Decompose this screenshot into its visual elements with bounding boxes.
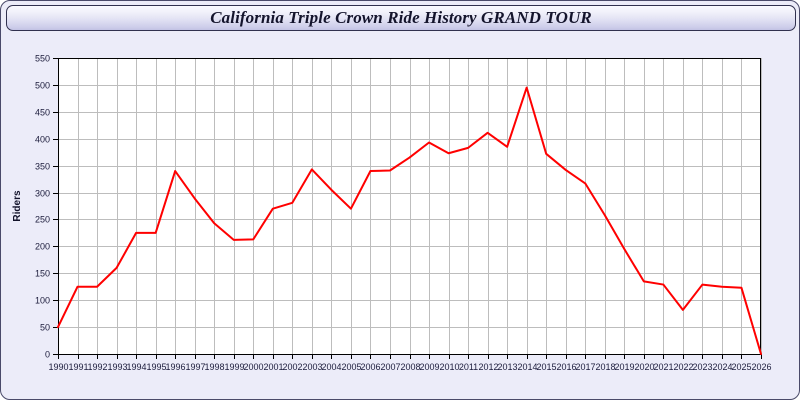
- x-tick-label: 1993: [107, 362, 127, 372]
- x-tick-label: 2023: [692, 362, 712, 372]
- y-tick-label: 500: [35, 81, 50, 91]
- x-tick-label: 1992: [87, 362, 107, 372]
- x-tick-label: 2018: [595, 362, 615, 372]
- series-line-riders: [57, 86, 762, 355]
- x-tick-label: 2001: [263, 362, 283, 372]
- x-tick-label: 2021: [653, 362, 673, 372]
- x-tick-label: 2011: [459, 362, 478, 372]
- x-tick-label: 2024: [712, 362, 732, 372]
- x-tick-label: 2000: [243, 362, 263, 372]
- y-tick-label: 150: [35, 269, 50, 279]
- x-tick-label: 2006: [360, 362, 380, 372]
- x-tick-label: 1994: [126, 362, 146, 372]
- title-bar: California Triple Crown Ride History GRA…: [6, 5, 796, 31]
- x-tick-label: 1997: [185, 362, 205, 372]
- y-tick-label: 300: [35, 189, 50, 199]
- x-tick-label: 2025: [731, 362, 751, 372]
- x-tick-label: 2016: [556, 362, 576, 372]
- y-tick-label: 250: [35, 215, 50, 225]
- y-axis-label: Riders: [12, 190, 23, 222]
- x-tick-label: 2014: [517, 362, 537, 372]
- y-axis-title: Riders: [12, 190, 23, 222]
- axis-lines: [58, 58, 761, 355]
- x-tick-label: 2007: [380, 362, 400, 372]
- series-riders: [57, 86, 762, 355]
- x-tick-label: 2003: [302, 362, 322, 372]
- y-tick-label: 50: [40, 323, 50, 333]
- x-tick-label: 2019: [614, 362, 634, 372]
- x-tick-label: 2017: [575, 362, 595, 372]
- y-tick-label: 450: [35, 108, 50, 118]
- y-axis-ticks: 0 50 100 150 200 250 300 350 400 450 500 550: [35, 54, 58, 360]
- x-tick-label: 2012: [478, 362, 498, 372]
- x-tick-label: 2015: [536, 362, 556, 372]
- x-tick-label: 2013: [497, 362, 517, 372]
- x-tick-label: 1990: [48, 362, 68, 372]
- x-tick-label: 2005: [341, 362, 361, 372]
- x-tick-label: 1991: [68, 362, 88, 372]
- x-tick-label: 2020: [634, 362, 654, 372]
- y-tick-label: 0: [45, 350, 50, 360]
- x-tick-label: 1996: [165, 362, 185, 372]
- y-tick-label: 100: [35, 296, 50, 306]
- grid-lines: [58, 58, 762, 354]
- y-tick-label: 200: [35, 242, 50, 252]
- plot-panel: 0 50 100 150 200 250 300 350 400 450 500 550 1990 19…: [6, 34, 796, 396]
- y-tick-label: 550: [35, 54, 50, 64]
- x-tick-label: 1995: [146, 362, 166, 372]
- page-title: California Triple Crown Ride History GRA…: [210, 8, 592, 27]
- x-tick-label: 1998: [204, 362, 224, 372]
- y-tick-label: 400: [35, 135, 50, 145]
- x-tick-label: 2002: [282, 362, 302, 372]
- y-tick-label: 350: [35, 162, 50, 172]
- x-tick-label: 2022: [673, 362, 693, 372]
- x-tick-label: 2010: [439, 362, 459, 372]
- x-tick-label: 2009: [419, 362, 439, 372]
- x-tick-label: 1999: [224, 362, 244, 372]
- x-tick-label: 2004: [321, 362, 341, 372]
- x-tick-label: 2008: [400, 362, 420, 372]
- x-tick-label: 2026: [751, 362, 771, 372]
